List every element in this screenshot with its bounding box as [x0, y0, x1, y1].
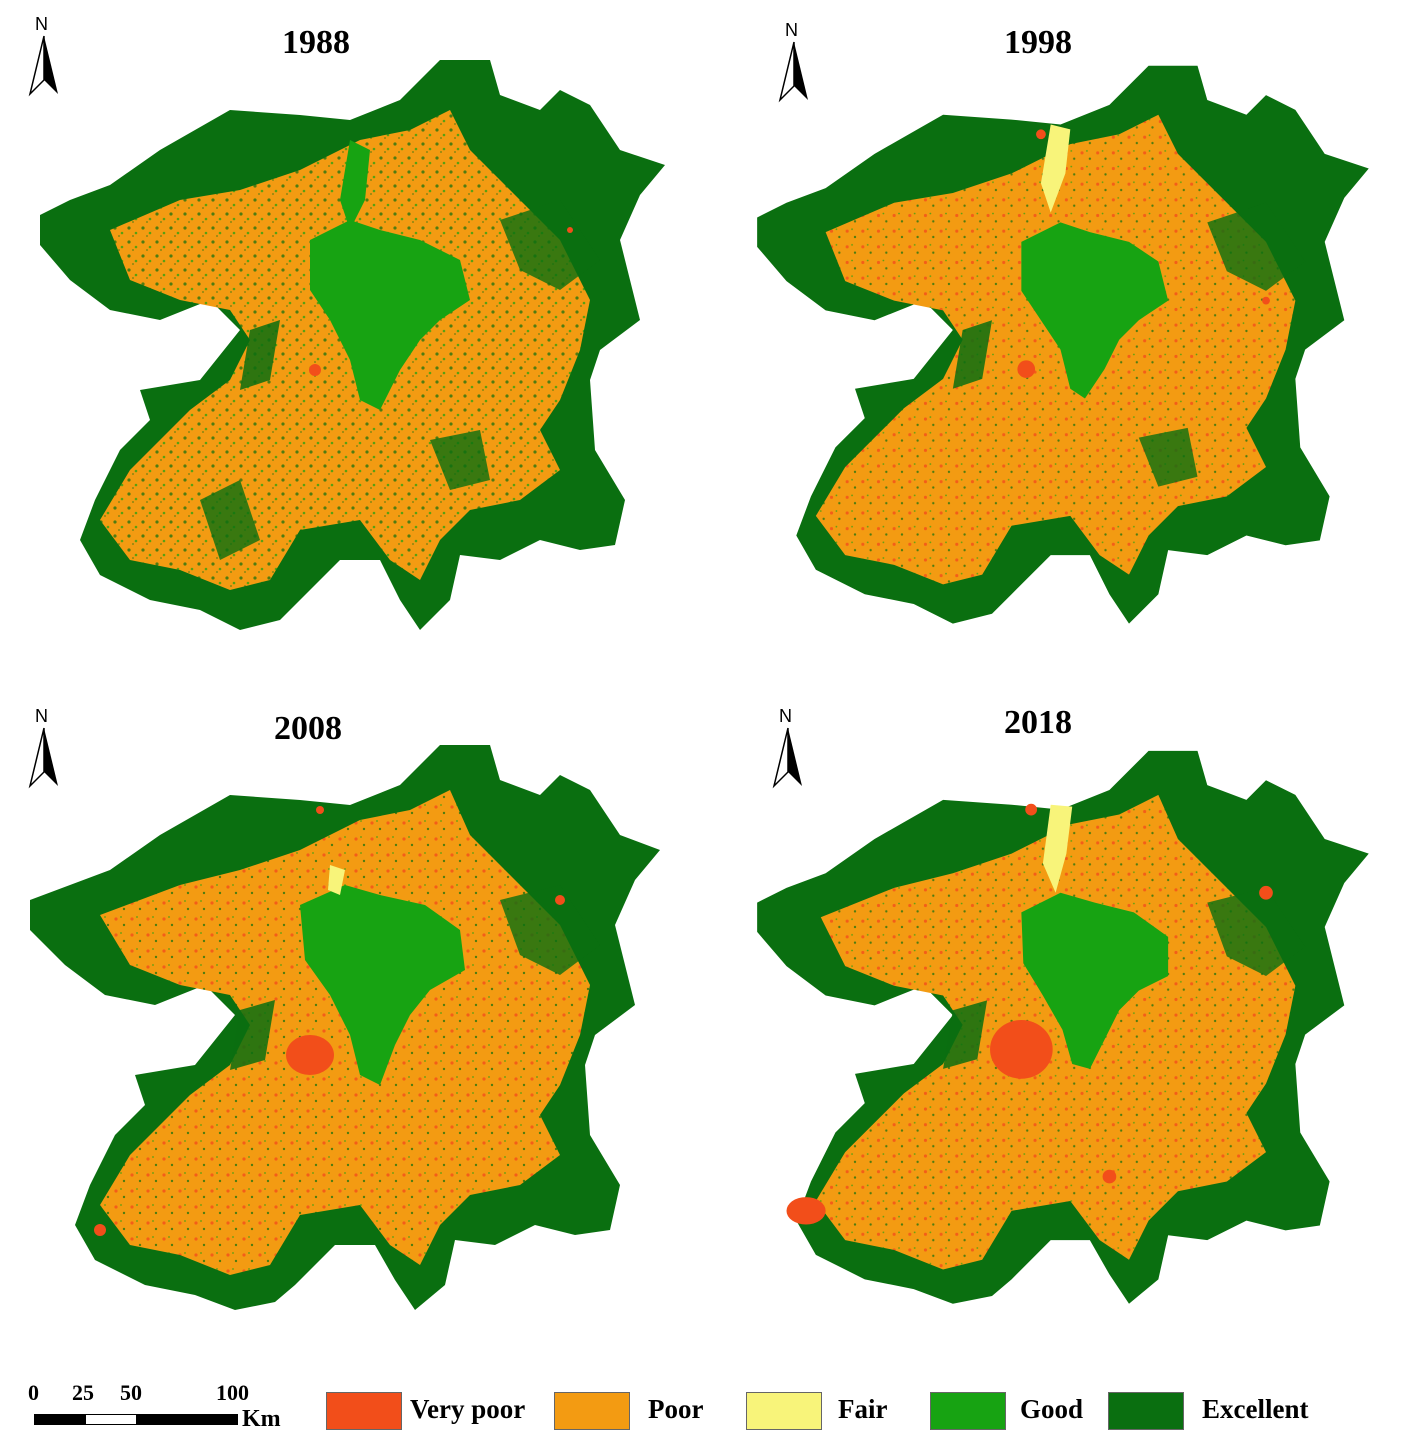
north-label: N — [779, 706, 792, 726]
ecological-quality-map — [30, 745, 660, 1310]
map-panel-1988: 1988 N — [0, 0, 700, 660]
map-panel-2008: 2008 N — [0, 690, 700, 1350]
north-arrow-icon — [778, 41, 808, 103]
north-label: N — [35, 14, 48, 34]
region-fair — [328, 865, 345, 895]
region-poor — [100, 790, 590, 1275]
legend-swatch — [930, 1392, 1006, 1430]
north-arrow: N — [776, 20, 816, 110]
scale-segment — [34, 1414, 86, 1425]
legend-swatch — [746, 1392, 822, 1430]
map-year-title: 2008 — [274, 710, 342, 747]
scale-segment — [85, 1414, 137, 1425]
north-arrow: N — [26, 706, 66, 796]
region-good — [1021, 892, 1169, 1069]
region-good — [300, 885, 465, 1085]
scale-bar: 0 25 50 100 Km — [28, 1380, 328, 1440]
region-poor — [815, 794, 1296, 1270]
legend-label: Poor — [648, 1394, 704, 1424]
map-panel-2018: 2018 N — [718, 690, 1403, 1350]
scale-tick-100: 100 — [216, 1380, 249, 1405]
north-arrow: N — [26, 14, 66, 104]
legend-swatch — [1108, 1392, 1184, 1430]
legend-label: Excellent — [1202, 1394, 1309, 1424]
north-label: N — [35, 706, 48, 726]
region-fair — [1042, 804, 1073, 893]
legend: Very poor Poor Fair Good Excellent — [322, 1390, 1382, 1436]
map-panel-1998: 1998 N — [718, 0, 1403, 660]
north-arrow-icon — [772, 727, 802, 789]
region-good — [1021, 222, 1169, 399]
legend-label: Fair — [838, 1394, 888, 1424]
scale-segment — [136, 1414, 238, 1425]
region-good — [310, 220, 470, 410]
region-fair — [1040, 124, 1071, 213]
north-arrow-icon — [28, 727, 58, 789]
north-label: N — [785, 20, 798, 40]
north-arrow: N — [770, 706, 810, 796]
ecological-quality-map — [40, 60, 665, 630]
legend-swatch — [326, 1392, 402, 1430]
map-year-title: 1988 — [282, 24, 350, 61]
scale-unit: Km — [242, 1406, 281, 1432]
legend-label: Good — [1020, 1394, 1084, 1424]
scale-tick-0: 0 — [28, 1380, 39, 1405]
north-arrow-icon — [28, 35, 58, 97]
map-year-title: 1998 — [1004, 24, 1072, 61]
scale-tick-50: 50 — [120, 1380, 142, 1405]
legend-swatch — [554, 1392, 630, 1430]
legend-label: Very poor — [410, 1394, 526, 1424]
ecological-quality-map — [757, 65, 1369, 624]
ecological-quality-map — [757, 750, 1369, 1304]
map-year-title: 2018 — [1004, 704, 1072, 741]
scale-tick-25: 25 — [72, 1380, 94, 1405]
